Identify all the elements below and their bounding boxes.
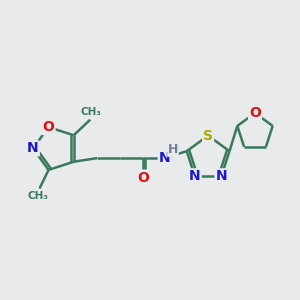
Text: O: O — [137, 171, 149, 184]
Text: O: O — [43, 120, 55, 134]
Text: O: O — [249, 106, 261, 120]
Text: N: N — [189, 169, 201, 183]
Text: CH₃: CH₃ — [28, 191, 49, 202]
Text: H: H — [168, 143, 178, 156]
Text: N: N — [159, 151, 170, 165]
Text: N: N — [215, 169, 227, 183]
Text: CH₃: CH₃ — [80, 107, 101, 117]
Text: S: S — [203, 129, 213, 142]
Text: N: N — [27, 142, 39, 155]
